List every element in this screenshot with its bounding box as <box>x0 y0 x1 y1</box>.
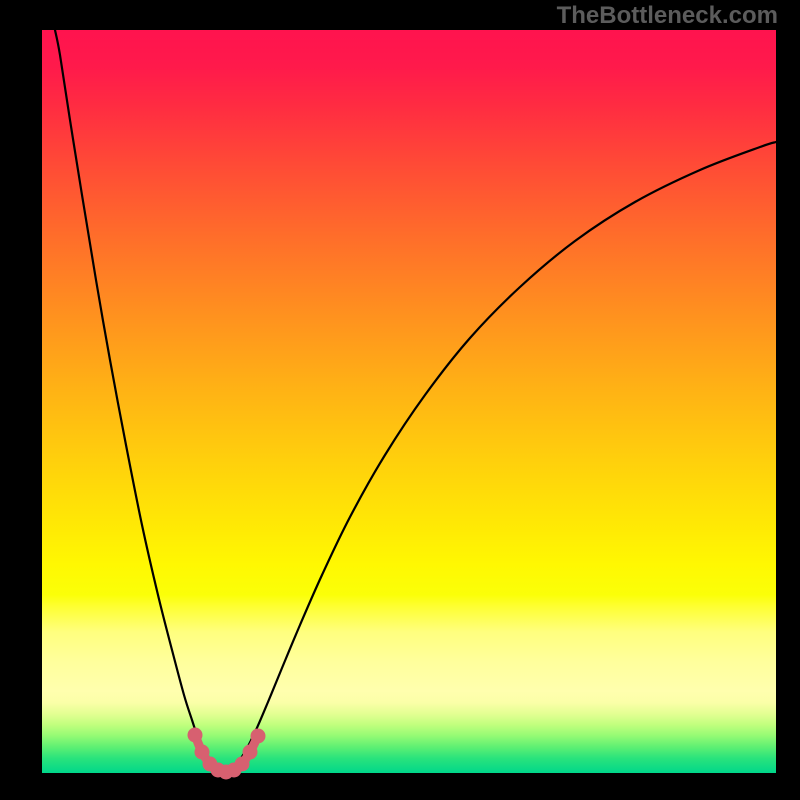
marker-dot <box>251 729 266 744</box>
marker-dot <box>243 745 258 760</box>
chart-svg <box>0 0 800 800</box>
marker-dot <box>188 728 203 743</box>
watermark-text: TheBottleneck.com <box>557 2 778 30</box>
gradient-background <box>42 30 776 773</box>
